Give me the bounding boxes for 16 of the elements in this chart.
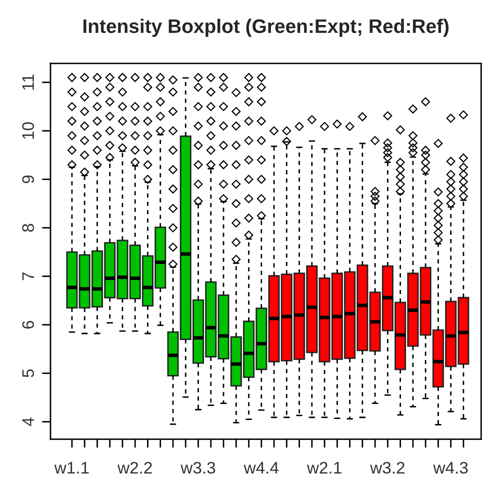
x-tick-label: w3.2 <box>370 462 404 474</box>
chart-title: Intensity Boxplot (Green:Expt; Red:Ref) <box>83 18 449 37</box>
y-tick-label: 10 <box>22 122 34 139</box>
x-tick-label: w4.4 <box>244 462 279 474</box>
x-tick-label: w1.1 <box>54 462 89 474</box>
y-tick-label: 6 <box>22 320 34 329</box>
y-tick-label: 7 <box>22 272 34 280</box>
x-tick-label: w2.2 <box>117 462 152 474</box>
x-tick-label: w4.3 <box>433 462 468 474</box>
x-tick-label: w3.3 <box>180 462 216 474</box>
y-tick-label: 8 <box>22 224 34 232</box>
x-tick-label: w2.1 <box>306 462 342 474</box>
y-tick-label: 11 <box>22 74 34 90</box>
y-tick-label: 5 <box>22 369 34 378</box>
y-tick-label: 9 <box>22 175 34 184</box>
y-tick-label: 4 <box>22 418 34 426</box>
